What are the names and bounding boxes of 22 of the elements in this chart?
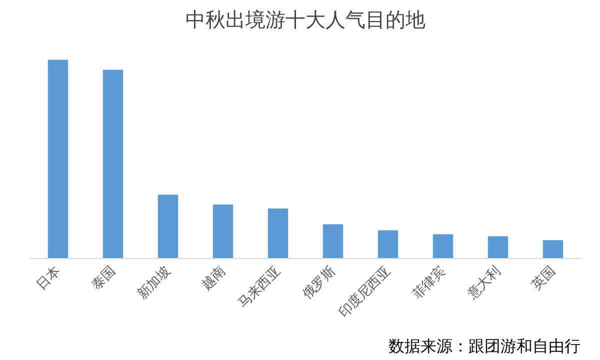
bar [102,70,124,258]
x-tick-label: 泰国 [89,264,118,294]
bar [432,234,454,258]
bar [268,208,288,258]
bar [48,60,68,258]
bar [378,230,398,258]
x-tick-label: 意大利 [464,264,504,304]
x-tick-label: 俄罗斯 [300,264,338,302]
x-tick-label: 越南 [199,264,228,294]
x-tick-label: 新加坡 [135,264,174,302]
bar [542,240,564,258]
x-tick-label: 马来西亚 [236,264,284,312]
x-tick-label: 日本 [34,264,64,294]
x-tick-label: 印度尼西亚 [336,263,394,321]
bar [158,194,178,258]
bar [488,236,508,258]
x-tick-label: 英国 [529,264,558,294]
x-tick-label: 菲律宾 [409,263,448,302]
bar [322,224,344,258]
bar [212,204,234,258]
source-note: 数据来源：跟团游和自由行 [388,336,580,356]
chart-title: 中秋出境游十大人气目的地 [186,8,426,32]
